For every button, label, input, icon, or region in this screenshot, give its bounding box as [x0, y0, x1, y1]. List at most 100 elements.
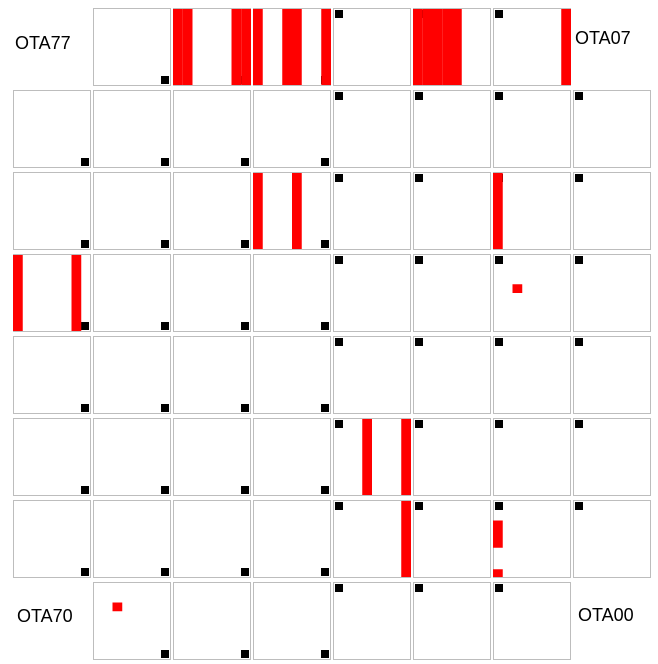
- orientation-marker: [81, 486, 89, 494]
- ota-cell: [493, 8, 571, 86]
- orientation-marker: [335, 338, 343, 346]
- ota-cell-border: [173, 336, 251, 414]
- ota-cell-border: [413, 172, 491, 250]
- flagged-column: [182, 9, 193, 85]
- ota-cell: [493, 582, 571, 660]
- ota-cell: [253, 90, 331, 168]
- orientation-marker: [321, 650, 329, 658]
- ota-cell-border: [493, 418, 571, 496]
- orientation-marker: [321, 404, 329, 412]
- ota-cell-border: [413, 336, 491, 414]
- ota-cell-border: [93, 418, 171, 496]
- ota-cell-border: [13, 172, 91, 250]
- ota-cell: [493, 172, 571, 250]
- ota-cell-border: [333, 254, 411, 332]
- ota-cell-border: [253, 500, 331, 578]
- orientation-marker: [415, 420, 423, 428]
- ota-cell-border: [333, 172, 411, 250]
- ota-cell-border: [253, 582, 331, 660]
- ota-cell: [333, 336, 411, 414]
- ota-cell: [573, 336, 651, 414]
- label-ota07: OTA07: [575, 28, 631, 48]
- orientation-marker: [321, 158, 329, 166]
- ota-cell-border: [493, 254, 571, 332]
- ota-cell-border: [13, 418, 91, 496]
- ota-cell: [253, 336, 331, 414]
- ota-cell: [93, 418, 171, 496]
- ota-cell-border: [573, 500, 651, 578]
- orientation-marker: [335, 502, 343, 510]
- orientation-marker: [321, 322, 329, 330]
- ota-cell: [573, 500, 651, 578]
- orientation-marker: [81, 158, 89, 166]
- ota-cell: [493, 336, 571, 414]
- orientation-marker: [335, 92, 343, 100]
- flagged-column: [231, 9, 242, 85]
- ota-cell: [173, 172, 251, 250]
- ota-cell: [173, 90, 251, 168]
- ota-cell: [333, 500, 411, 578]
- orientation-marker: [495, 256, 503, 264]
- ota-cell-border: [13, 90, 91, 168]
- flagged-column: [422, 9, 433, 85]
- orientation-marker: [81, 322, 89, 330]
- ota-cell-border: [93, 582, 171, 660]
- flagged-column: [241, 9, 251, 85]
- flagged-column: [493, 173, 503, 249]
- orientation-marker: [321, 240, 329, 248]
- orientation-marker: [241, 486, 249, 494]
- flagged-column: [173, 9, 183, 85]
- ota-cell-border: [93, 8, 171, 86]
- ota-cell: [93, 336, 171, 414]
- ota-cell: [13, 336, 91, 414]
- ota-cell-border: [493, 8, 571, 86]
- flagged-column: [71, 255, 82, 331]
- flagged-column: [401, 419, 411, 495]
- ota-cell-border: [413, 418, 491, 496]
- ota-cell-border: [493, 582, 571, 660]
- orientation-marker: [495, 502, 503, 510]
- orientation-marker: [161, 486, 169, 494]
- orientation-marker: [241, 322, 249, 330]
- flagged-column: [442, 9, 452, 85]
- ota-cell-border: [493, 336, 571, 414]
- ota-cell-border: [13, 336, 91, 414]
- ota-cell-border: [173, 90, 251, 168]
- ota-cell-border: [333, 500, 411, 578]
- ota-cell: [573, 254, 651, 332]
- orientation-marker: [495, 338, 503, 346]
- ota-cell-border: [413, 582, 491, 660]
- flagged-column: [292, 173, 302, 249]
- flagged-column: [253, 173, 263, 249]
- ota-cell-border: [173, 500, 251, 578]
- ota-cell: [173, 336, 251, 414]
- orientation-marker: [321, 486, 329, 494]
- orientation-marker: [575, 502, 583, 510]
- ota-cell: [573, 172, 651, 250]
- ota-cell-border: [93, 336, 171, 414]
- ota-cell-border: [413, 254, 491, 332]
- ota-cell-border: [573, 254, 651, 332]
- flagged-column: [561, 9, 571, 85]
- label-ota77: OTA77: [15, 33, 71, 53]
- ota-cell: [333, 254, 411, 332]
- ota-cell-border: [493, 90, 571, 168]
- orientation-marker: [415, 256, 423, 264]
- ota-cell-border: [333, 90, 411, 168]
- ota-cell: [333, 8, 411, 86]
- orientation-marker: [495, 584, 503, 592]
- orientation-marker: [161, 322, 169, 330]
- ota-cell: [413, 582, 491, 660]
- ota-cell: [253, 418, 331, 496]
- orientation-marker: [161, 404, 169, 412]
- flagged-column: [282, 9, 292, 85]
- ota-cell-border: [173, 582, 251, 660]
- flagged-column: [401, 501, 411, 577]
- ota-cell: [93, 172, 171, 250]
- ota-cell: [173, 500, 251, 578]
- ota-cell-border: [253, 254, 331, 332]
- flagged-column: [413, 9, 423, 85]
- ota-cell: [333, 582, 411, 660]
- orientation-marker: [495, 92, 503, 100]
- orientation-marker: [575, 256, 583, 264]
